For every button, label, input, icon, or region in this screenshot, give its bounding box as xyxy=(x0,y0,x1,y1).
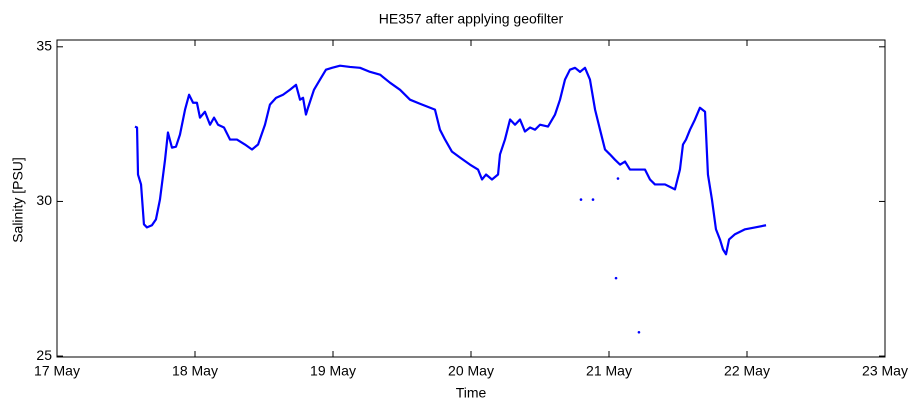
chart-title: HE357 after applying geofilter xyxy=(379,11,564,27)
x-tick-label: 21 May xyxy=(586,363,632,379)
data-point xyxy=(616,177,620,180)
y-tick-label: 25 xyxy=(36,347,52,363)
plot-frame xyxy=(56,39,886,358)
data-point xyxy=(591,198,595,201)
x-tick-label: 23 May xyxy=(862,363,908,379)
y-axis-label: Salinity [PSU] xyxy=(10,157,26,243)
data-line xyxy=(134,64,767,256)
x-tick-label: 20 May xyxy=(448,363,494,379)
x-tick-label: 18 May xyxy=(172,363,218,379)
x-tick-label: 19 May xyxy=(310,363,356,379)
y-tick-label: 35 xyxy=(36,38,52,54)
data-point xyxy=(579,198,583,201)
data-point xyxy=(614,276,618,280)
x-tick-label: 22 May xyxy=(724,363,770,379)
y-tick-label: 30 xyxy=(36,192,52,208)
data-point xyxy=(637,330,641,334)
x-axis-label: Time xyxy=(456,385,487,401)
x-tick-label: 17 May xyxy=(34,363,80,379)
